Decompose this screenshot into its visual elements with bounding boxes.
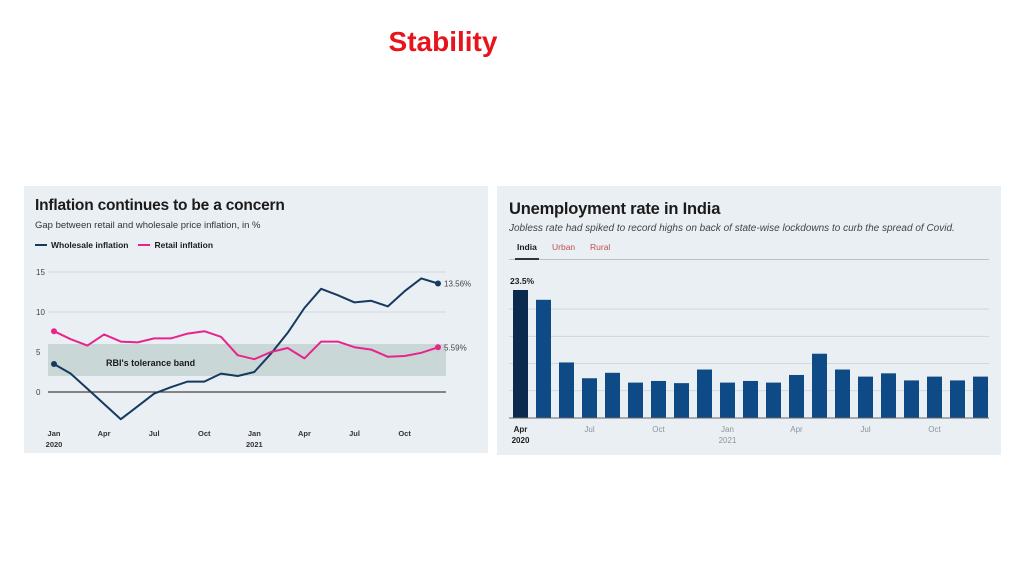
chart-subtitle: Gap between retail and wholesale price i… [35, 220, 261, 231]
y-tick-label: 15 [36, 268, 45, 277]
tab-india[interactable]: India [515, 242, 539, 260]
y-tick-label: 5 [36, 348, 41, 357]
bar [858, 376, 873, 418]
bar [789, 374, 804, 418]
chart-subtitle: Jobless rate had spiked to record highs … [509, 223, 955, 234]
bar [605, 372, 620, 418]
bar [766, 382, 781, 418]
bar [697, 369, 712, 418]
retail-line [53, 330, 439, 361]
tab-urban[interactable]: Urban [552, 242, 576, 252]
bar-value-label: 23.5% [510, 276, 535, 286]
bar [973, 376, 988, 418]
retail-swatch [138, 244, 151, 246]
x-tick-label: Apr [514, 425, 528, 434]
unemployment-chart-panel: Unemployment rate in India Jobless rate … [497, 186, 1001, 455]
retail-point [51, 328, 57, 335]
chart-title: Unemployment rate in India [509, 200, 721, 218]
slide-title: Stability [388, 26, 498, 57]
tab-rural[interactable]: Rural [590, 242, 611, 252]
bar [927, 376, 942, 418]
bar [513, 290, 528, 418]
bar [559, 362, 574, 418]
wholesale-swatch [35, 244, 47, 246]
legend-item-wholesale: Wholesale inflation [35, 240, 128, 250]
bar [904, 380, 919, 418]
unemployment-chart-svg: 23.5% Apr Jul Oct Jan Apr Jul Oct 2020 2021 [509, 276, 989, 445]
bar [720, 382, 735, 418]
x-tick-label: Jan [721, 425, 734, 434]
x-tick-label: Apr [790, 425, 803, 434]
x-tick-label: Apr [298, 429, 311, 438]
x-year-label: 2021 [246, 440, 263, 449]
band-label: RBI's tolerance band [106, 358, 195, 368]
bar [812, 353, 827, 418]
inflation-chart-panel: Inflation continues to be a concern Gap … [24, 186, 488, 453]
x-year-label: 2020 [46, 440, 63, 449]
x-tick-label: Apr [98, 429, 111, 438]
tolerance-band [48, 344, 446, 376]
wholesale-point [435, 280, 441, 287]
chart-title: Inflation continues to be a concern [35, 197, 285, 214]
wholesale-point [51, 361, 57, 367]
bar [835, 369, 850, 418]
inflation-chart-svg: RBI's tolerance band 0 5 10 15 Jan Apr Jul Oct Ja… [36, 268, 471, 449]
bar [536, 299, 551, 418]
end-value-label: 5.59% [444, 343, 467, 352]
x-tick-label: Jul [860, 425, 870, 434]
bar [674, 383, 689, 418]
bar [651, 380, 666, 418]
x-tick-label: Jan [248, 429, 261, 438]
wholesale-line [53, 277, 439, 421]
region-tabs: India Urban Rural [509, 240, 989, 260]
x-tick-label: Jul [584, 425, 594, 434]
x-year-label: 2021 [719, 436, 737, 445]
legend-label: Wholesale inflation [51, 240, 129, 250]
x-tick-label: Oct [928, 425, 941, 434]
y-tick-label: 10 [36, 308, 45, 317]
x-tick-label: Jul [149, 429, 160, 438]
legend: Wholesale inflation Retail inflation [35, 240, 213, 250]
x-tick-label: Oct [652, 425, 665, 434]
bar [881, 373, 896, 418]
y-tick-label: 0 [36, 388, 41, 397]
bar [950, 380, 965, 418]
bar [743, 380, 758, 418]
end-value-label: 13.56% [444, 280, 471, 289]
retail-point [435, 344, 441, 351]
x-tick-label: Oct [198, 429, 211, 438]
x-year-label: 2020 [512, 436, 530, 445]
bar [582, 378, 597, 418]
bar [628, 382, 643, 418]
x-tick-label: Oct [398, 429, 411, 438]
x-tick-label: Jan [48, 429, 61, 438]
x-tick-label: Jul [349, 429, 360, 438]
legend-item-retail: Retail inflation [138, 240, 213, 250]
legend-label: Retail inflation [154, 240, 214, 250]
